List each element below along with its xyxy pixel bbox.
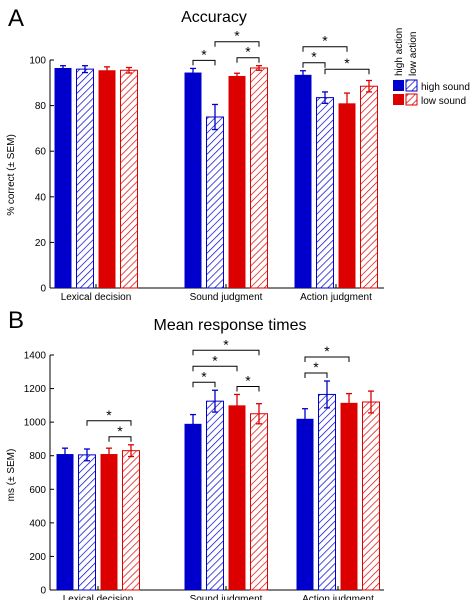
significance-star: *	[311, 49, 317, 65]
significance-star: *	[201, 46, 207, 62]
y-tick-label: 40	[35, 192, 47, 203]
y-tick-label: 1000	[24, 418, 47, 429]
bar	[120, 69, 138, 289]
y-tick-label: 1400	[24, 351, 47, 362]
significance-star: *	[245, 44, 251, 60]
bar	[206, 400, 224, 591]
legend-swatch-high-sound-hatched	[405, 79, 418, 92]
bar	[76, 68, 94, 289]
y-tick-label: 200	[29, 552, 46, 563]
category-label: Action judgment	[300, 292, 372, 303]
y-tick-label: 20	[35, 238, 47, 249]
y-tick-label: 100	[29, 56, 46, 67]
significance-star: *	[117, 423, 123, 439]
y-tick-label: 60	[35, 147, 47, 158]
bar	[360, 85, 378, 289]
bar	[362, 401, 380, 591]
bar	[206, 116, 224, 289]
category-label: Lexical decision	[61, 292, 132, 303]
significance-bracket	[86, 420, 132, 426]
bar	[316, 97, 334, 289]
significance-bracket	[236, 57, 260, 63]
bar	[296, 418, 314, 590]
significance-bracket	[108, 436, 132, 442]
significance-star: *	[344, 55, 350, 71]
significance-bracket	[192, 349, 260, 356]
y-tick-label: 400	[29, 518, 46, 529]
bar	[56, 454, 74, 590]
accuracy-chart: Accuracy % correct (± SEM) 0 20 40 60 80 100 L…	[6, 9, 384, 303]
bar	[250, 413, 268, 591]
category-label: Action judgment	[302, 594, 374, 600]
bar	[294, 74, 312, 288]
legend-label-low-sound: low sound	[421, 96, 466, 107]
significance-bracket	[236, 385, 260, 392]
legend-swatch-high-sound-solid	[393, 80, 404, 91]
y-axis-label-response-times: ms (± SEM)	[6, 449, 17, 502]
response-times-chart: Mean response times ms (± SEM) 0 200 400 60…	[6, 317, 384, 600]
bar	[100, 454, 118, 590]
significance-star: *	[212, 352, 218, 368]
significance-bracket	[324, 68, 370, 75]
bar	[184, 423, 202, 590]
chart-title-response-times: Mean response times	[154, 317, 307, 334]
bar	[98, 70, 116, 288]
bar	[122, 450, 140, 591]
y-axis-label-accuracy: % correct (± SEM)	[6, 134, 17, 216]
significance-star: *	[324, 343, 330, 359]
category-label: Sound judgment	[190, 594, 263, 600]
significance-bracket	[192, 365, 238, 372]
y-tick-label: 600	[29, 485, 46, 496]
bar	[54, 67, 72, 288]
significance-bracket	[304, 372, 328, 379]
significance-bracket	[304, 356, 350, 363]
bar	[228, 75, 246, 289]
significance-bracket	[302, 62, 326, 68]
legend-swatch-low-sound-solid	[393, 94, 404, 105]
bar	[338, 103, 356, 288]
y-tick-label: 800	[29, 451, 46, 462]
significance-bracket	[214, 41, 260, 47]
significance-star: *	[223, 336, 229, 352]
legend-top-label-low-action: low action	[408, 32, 419, 76]
panel-letter-b: B	[8, 307, 24, 334]
legend-swatch-low-sound-hatched	[405, 93, 418, 106]
bar	[250, 67, 268, 289]
bar	[228, 405, 246, 590]
legend-label-high-sound: high sound	[421, 82, 470, 93]
legend-top-label-high-action: high action	[394, 28, 405, 76]
significance-star: *	[234, 28, 240, 44]
significance-star: *	[322, 33, 328, 49]
category-label: Lexical decision	[63, 594, 134, 600]
significance-bracket	[302, 46, 348, 52]
bar	[340, 402, 358, 590]
category-label: Sound judgment	[190, 292, 263, 303]
y-tick-label: 1200	[24, 384, 47, 395]
y-tick-label: 0	[40, 586, 46, 597]
bar	[184, 72, 202, 288]
bar	[78, 454, 96, 591]
y-tick-label: 0	[40, 284, 46, 295]
significance-star: *	[245, 372, 251, 388]
significance-star: *	[201, 368, 207, 384]
significance-bracket	[192, 381, 216, 388]
y-tick-label: 80	[35, 101, 47, 112]
chart-title-accuracy: Accuracy	[181, 9, 247, 26]
panel-letter-a: A	[8, 5, 24, 32]
legend: high action low action high sound low so…	[393, 28, 470, 107]
significance-star: *	[313, 359, 319, 375]
bar	[318, 393, 336, 591]
significance-star: *	[106, 407, 112, 423]
significance-bracket	[192, 59, 216, 66]
